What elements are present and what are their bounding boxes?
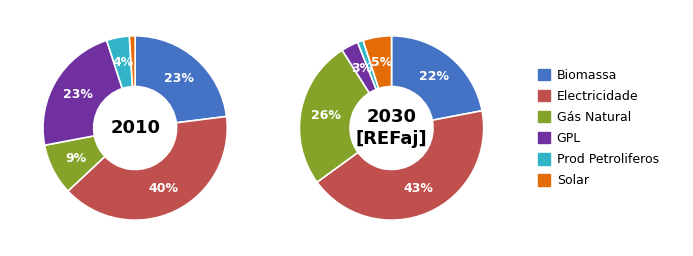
- Text: 22%: 22%: [419, 70, 449, 83]
- Wedge shape: [68, 116, 227, 220]
- Text: 40%: 40%: [148, 182, 178, 195]
- Wedge shape: [299, 50, 369, 182]
- Text: 2010: 2010: [110, 119, 160, 137]
- Wedge shape: [342, 42, 376, 93]
- Wedge shape: [358, 40, 379, 89]
- Wedge shape: [317, 111, 484, 220]
- Wedge shape: [44, 136, 105, 191]
- Text: 2030
[REFaj]: 2030 [REFaj]: [356, 108, 428, 148]
- Text: 43%: 43%: [403, 182, 433, 195]
- Text: 23%: 23%: [164, 72, 194, 85]
- Wedge shape: [107, 36, 132, 89]
- Text: 9%: 9%: [65, 152, 87, 165]
- Text: 3%: 3%: [351, 62, 372, 75]
- Wedge shape: [43, 40, 123, 145]
- Text: 5%: 5%: [371, 56, 392, 69]
- Text: 23%: 23%: [63, 88, 93, 101]
- Wedge shape: [135, 36, 227, 123]
- Text: 4%: 4%: [112, 56, 133, 69]
- Wedge shape: [392, 36, 482, 120]
- Text: 26%: 26%: [311, 109, 342, 122]
- Wedge shape: [363, 36, 392, 89]
- Legend: Biomassa, Electricidade, Gás Natural, GPL, Prod Petroliferos, Solar: Biomassa, Electricidade, Gás Natural, GP…: [533, 64, 664, 192]
- Wedge shape: [130, 36, 135, 87]
